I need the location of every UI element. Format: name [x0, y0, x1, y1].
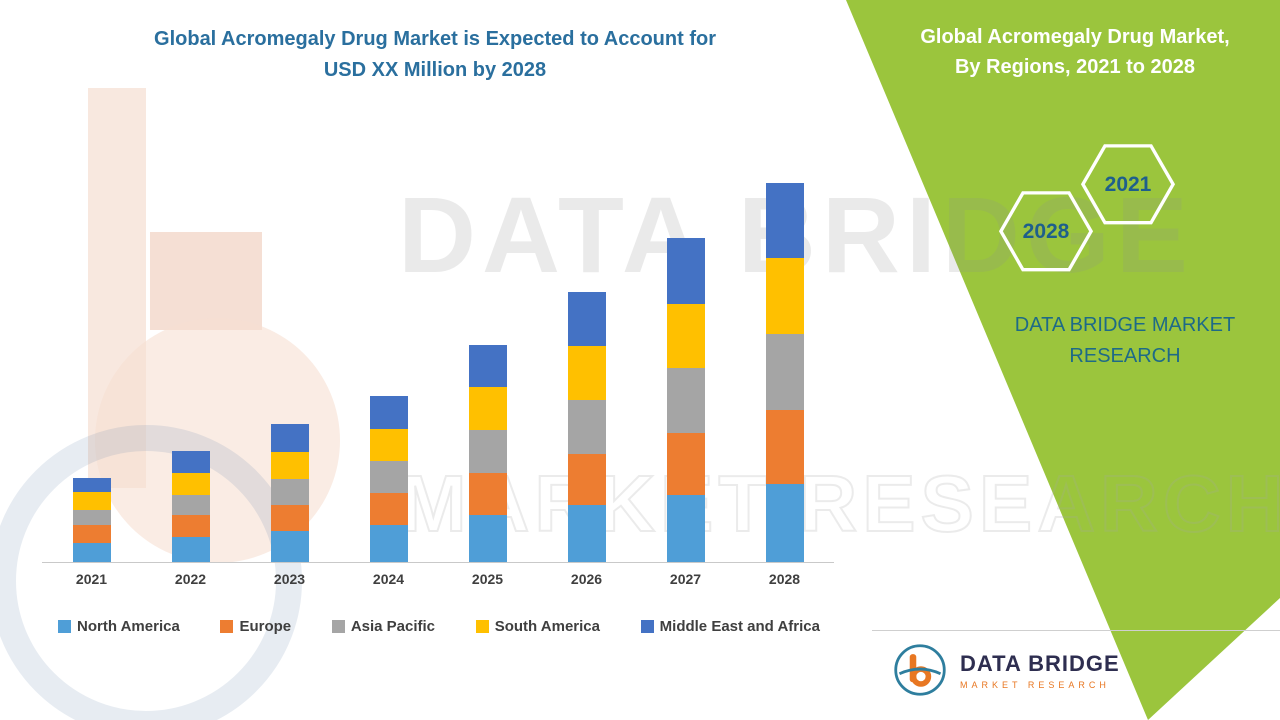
- bar-stack: [270, 424, 309, 562]
- bar-column-2026: [537, 292, 636, 562]
- x-axis-label-2028: 2028: [768, 571, 801, 587]
- legend-item-asia-pacific: Asia Pacific: [331, 618, 436, 635]
- x-axis-label-2023: 2023: [273, 571, 306, 587]
- bar-segment-north-america: [171, 537, 210, 562]
- bar-segment-asia-pacific: [270, 479, 309, 505]
- bar-segment-middle-east-and-africa: [270, 424, 309, 452]
- bar-segment-asia-pacific: [666, 368, 705, 433]
- x-axis-label-2027: 2027: [669, 571, 702, 587]
- bar-segment-south-america: [666, 304, 705, 368]
- chart-title: Global Acromegaly Drug Market is Expecte…: [55, 24, 815, 86]
- legend-label: Asia Pacific: [350, 618, 436, 635]
- bar-stack: [468, 345, 507, 562]
- bar-column-2025: [438, 345, 537, 562]
- bar-stack: [567, 292, 606, 562]
- x-axis: 2021 2022 2023 2024 2025 2026 2027 2028: [42, 562, 834, 587]
- x-axis-label-2026: 2026: [570, 571, 603, 587]
- legend-item-europe: Europe: [220, 618, 291, 635]
- bar-segment-south-america: [171, 473, 210, 495]
- legend-marker-middle-east-and-africa: [640, 620, 654, 633]
- bar-segment-asia-pacific: [567, 400, 606, 454]
- bar-segment-europe: [72, 525, 111, 543]
- chart-title-line1: Global Acromegaly Drug Market is Expecte…: [154, 28, 716, 50]
- legend-label: Europe: [239, 618, 292, 635]
- bar-segment-europe: [171, 515, 210, 537]
- bar-segment-south-america: [270, 452, 309, 479]
- legend-label: South America: [494, 618, 600, 635]
- stacked-bar-chart: 2021 2022 2023 2024 2025 2026 2027 2028: [42, 90, 834, 587]
- legend-label: North America: [77, 618, 180, 635]
- bar-segment-asia-pacific: [72, 510, 111, 525]
- legend-item-south-america: South America: [475, 618, 600, 635]
- bar-segment-south-america: [567, 346, 606, 400]
- watermark-logo-square: [150, 232, 262, 330]
- x-axis-label-2021: 2021: [75, 571, 108, 587]
- bar-column-2021: [42, 478, 141, 562]
- bar-segment-asia-pacific: [765, 334, 804, 410]
- legend-item-north-america: North America: [58, 618, 180, 635]
- bar-segment-middle-east-and-africa: [666, 238, 705, 304]
- bar-segment-europe: [666, 433, 705, 495]
- bar-segment-middle-east-and-africa: [567, 292, 606, 346]
- databridge-logo-subtitle: MARKET RESEARCH: [960, 679, 1110, 690]
- bar-segment-south-america: [72, 492, 111, 510]
- bar-segment-asia-pacific: [468, 430, 507, 473]
- bar-segment-middle-east-and-africa: [171, 451, 210, 473]
- bar-column-2027: [636, 238, 735, 562]
- chart-legend: North America Europe Asia Pacific South Ame…: [58, 618, 820, 635]
- bar-column-2022: [141, 451, 240, 562]
- bar-segment-south-america: [468, 387, 507, 430]
- databridge-logo-text: DATA BRIDGE MARKET RESEARCH: [960, 651, 1120, 690]
- bar-segment-europe: [468, 473, 507, 515]
- bar-stack: [666, 238, 705, 562]
- bar-segment-north-america: [72, 543, 111, 562]
- legend-label: Middle East and Africa: [659, 618, 820, 635]
- bar-stack: [72, 478, 111, 562]
- databridge-logo-mark-icon: [894, 644, 946, 696]
- legend-marker-asia-pacific: [331, 620, 345, 633]
- legend-marker-south-america: [475, 620, 489, 633]
- bar-column-2028: [735, 183, 834, 562]
- bar-segment-north-america: [567, 505, 606, 562]
- bar-segment-europe: [765, 410, 804, 484]
- x-axis-label-2025: 2025: [471, 571, 504, 587]
- bar-segment-middle-east-and-africa: [369, 396, 408, 429]
- databridge-logo-name: DATA BRIDGE: [960, 650, 1120, 676]
- legend-marker-europe: [220, 620, 234, 633]
- bar-segment-middle-east-and-africa: [72, 478, 111, 492]
- bar-segment-asia-pacific: [369, 461, 408, 493]
- bar-segment-asia-pacific: [171, 495, 210, 515]
- chart-title-line2: USD XX Million by 2028: [323, 59, 547, 81]
- bar-column-2024: [339, 396, 438, 562]
- bar-stack: [369, 396, 408, 562]
- bar-segment-north-america: [369, 525, 408, 562]
- footer-separator: [872, 630, 1280, 631]
- bar-segment-north-america: [270, 531, 309, 562]
- bar-segment-north-america: [765, 484, 804, 562]
- bar-segment-north-america: [468, 515, 507, 562]
- bar-segment-south-america: [369, 429, 408, 461]
- bar-segment-north-america: [666, 495, 705, 562]
- legend-marker-north-america: [58, 620, 71, 633]
- bar-column-2023: [240, 424, 339, 562]
- x-axis-label-2022: 2022: [174, 571, 207, 587]
- bar-segment-middle-east-and-africa: [468, 345, 507, 387]
- chart-plot-area: [42, 90, 834, 562]
- bar-segment-europe: [270, 505, 309, 531]
- legend-item-middle-east-and-africa: Middle East and Africa: [640, 618, 820, 635]
- x-axis-label-2024: 2024: [372, 571, 405, 587]
- bar-segment-middle-east-and-africa: [765, 183, 804, 258]
- bar-segment-south-america: [765, 258, 804, 334]
- bar-segment-europe: [567, 454, 606, 505]
- bar-stack: [171, 451, 210, 562]
- bar-segment-europe: [369, 493, 408, 525]
- bar-stack: [765, 183, 804, 562]
- databridge-logo: DATA BRIDGE MARKET RESEARCH: [892, 642, 1120, 698]
